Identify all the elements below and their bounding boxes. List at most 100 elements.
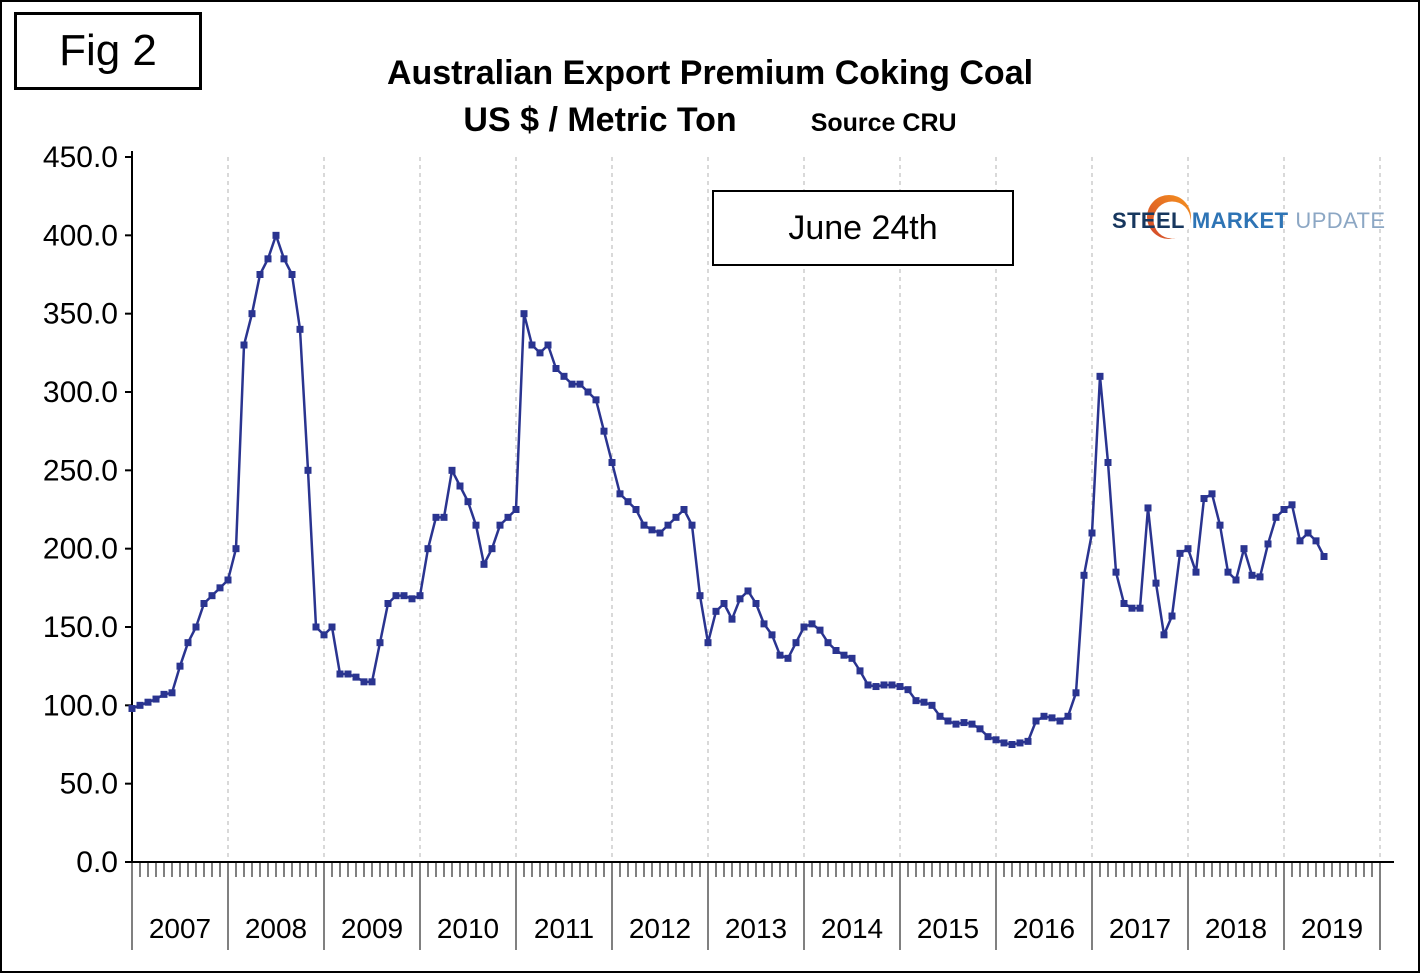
data-point (1072, 689, 1080, 697)
data-point (1080, 571, 1088, 579)
data-point (368, 678, 376, 686)
data-point (1160, 631, 1168, 639)
data-point (360, 678, 368, 686)
year-label: 2009 (341, 913, 403, 944)
data-point (1096, 372, 1104, 380)
data-point (1152, 579, 1160, 587)
year-label: 2007 (149, 913, 211, 944)
data-point (128, 704, 136, 712)
data-point (208, 592, 216, 600)
data-point (1032, 717, 1040, 725)
data-point (160, 690, 168, 698)
data-point (1280, 506, 1288, 513)
data-point (1016, 739, 1024, 747)
data-point (304, 466, 312, 474)
data-point (184, 639, 192, 647)
data-point (1112, 568, 1120, 576)
data-point (152, 695, 160, 703)
data-point (1232, 576, 1240, 584)
data-point (928, 701, 936, 709)
data-point (792, 639, 800, 647)
data-point (288, 271, 296, 278)
data-point (656, 529, 664, 537)
data-point (440, 513, 448, 521)
data-point (888, 681, 896, 689)
data-point (680, 506, 688, 513)
data-point (720, 600, 728, 607)
data-point (640, 521, 648, 529)
data-point (864, 681, 872, 689)
data-point (352, 673, 360, 681)
data-point (1184, 545, 1192, 553)
data-point (176, 662, 184, 670)
data-point (416, 592, 424, 600)
data-point (648, 526, 656, 534)
year-label: 2018 (1205, 913, 1267, 944)
logo-word-steel: STEEL (1112, 208, 1185, 233)
year-label: 2017 (1109, 913, 1171, 944)
data-point (392, 592, 400, 600)
data-point (504, 513, 512, 521)
year-label: 2008 (245, 913, 307, 944)
year-label: 2011 (534, 913, 594, 944)
data-point (968, 720, 976, 728)
data-point (840, 651, 848, 659)
data-point (1288, 501, 1296, 509)
data-point (528, 341, 536, 349)
data-point (248, 310, 256, 318)
data-point (344, 670, 352, 678)
data-point (872, 683, 880, 691)
data-point (1264, 540, 1272, 548)
data-point (592, 396, 600, 404)
logo-word-update: UPDATE (1295, 208, 1386, 233)
data-point (456, 482, 464, 490)
data-point (552, 365, 560, 372)
logo-swoosh-icon (1147, 195, 1191, 239)
data-point (432, 513, 440, 521)
data-point (856, 667, 864, 675)
year-label: 2013 (725, 913, 787, 944)
data-point (336, 670, 344, 678)
y-tick-label: 200.0 (43, 533, 118, 566)
data-point (688, 521, 696, 529)
data-point (1224, 568, 1232, 576)
data-point (1248, 571, 1256, 579)
data-point (240, 341, 248, 349)
data-point (1304, 529, 1312, 537)
data-point (800, 623, 808, 631)
data-point (1240, 545, 1248, 553)
data-point (216, 584, 224, 592)
year-label: 2010 (437, 913, 499, 944)
data-point (1312, 537, 1320, 545)
data-point (328, 623, 336, 631)
data-point (920, 698, 928, 706)
chart-title: Australian Export Premium Coking Coal (386, 54, 1034, 92)
data-point (1256, 573, 1264, 581)
figure-label-box: Fig 2 (14, 12, 202, 90)
data-point (200, 600, 208, 607)
data-point (1000, 739, 1008, 747)
data-point (912, 697, 920, 705)
year-label: 2014 (821, 913, 883, 944)
data-point (1208, 490, 1216, 498)
data-point (1008, 741, 1016, 748)
data-point (768, 631, 776, 639)
data-point (1104, 459, 1112, 466)
data-point (480, 560, 488, 568)
year-label: 2012 (629, 913, 691, 944)
data-point (1216, 521, 1224, 529)
data-point (192, 623, 200, 631)
data-point (832, 647, 840, 654)
y-tick-label: 450.0 (43, 141, 118, 174)
chart-title-block: Australian Export Premium Coking Coal US… (2, 54, 1418, 140)
date-annotation: June 24th (788, 208, 938, 247)
data-point (144, 698, 152, 706)
data-point (992, 736, 1000, 744)
data-point (264, 255, 272, 263)
data-point (512, 506, 520, 513)
data-point (1056, 717, 1064, 725)
data-point (312, 623, 320, 631)
y-tick-label: 250.0 (43, 454, 118, 487)
data-point (136, 701, 144, 709)
